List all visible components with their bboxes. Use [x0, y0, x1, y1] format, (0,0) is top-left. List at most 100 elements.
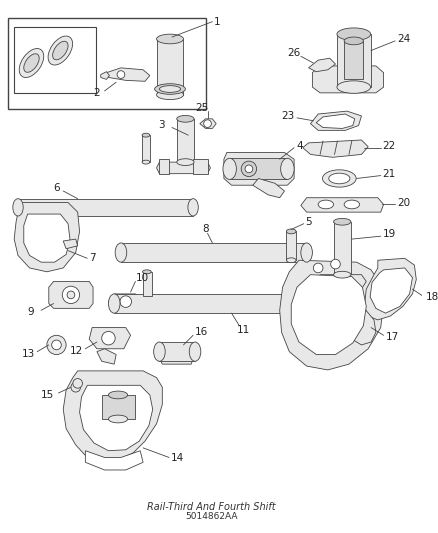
- Ellipse shape: [346, 294, 357, 313]
- Text: 18: 18: [426, 292, 438, 302]
- Polygon shape: [49, 281, 93, 309]
- Polygon shape: [14, 203, 80, 272]
- Polygon shape: [370, 268, 413, 313]
- Polygon shape: [106, 68, 150, 82]
- Text: 9: 9: [28, 307, 34, 317]
- Ellipse shape: [109, 415, 128, 423]
- Ellipse shape: [318, 200, 334, 209]
- Polygon shape: [63, 239, 78, 249]
- Ellipse shape: [24, 54, 39, 72]
- Ellipse shape: [189, 342, 201, 361]
- Ellipse shape: [188, 199, 198, 216]
- Text: 11: 11: [237, 325, 250, 335]
- Polygon shape: [312, 66, 384, 93]
- Ellipse shape: [109, 391, 128, 399]
- Ellipse shape: [344, 200, 360, 209]
- Ellipse shape: [142, 160, 150, 164]
- Circle shape: [47, 335, 66, 354]
- Ellipse shape: [154, 342, 165, 361]
- Bar: [337, 34, 371, 87]
- Polygon shape: [80, 385, 153, 451]
- Ellipse shape: [19, 49, 44, 77]
- Bar: [177, 119, 194, 162]
- Polygon shape: [349, 309, 376, 345]
- Bar: [8, 18, 205, 109]
- Bar: [230, 158, 287, 180]
- Polygon shape: [253, 179, 285, 198]
- Polygon shape: [24, 214, 70, 262]
- Ellipse shape: [344, 37, 364, 45]
- Polygon shape: [101, 71, 110, 79]
- Polygon shape: [224, 152, 294, 185]
- Ellipse shape: [301, 243, 312, 262]
- Ellipse shape: [322, 170, 356, 187]
- Bar: [142, 135, 150, 162]
- Text: 25: 25: [195, 103, 208, 113]
- Ellipse shape: [334, 219, 351, 225]
- Polygon shape: [311, 111, 361, 131]
- Ellipse shape: [177, 116, 194, 122]
- Circle shape: [241, 161, 257, 176]
- Polygon shape: [291, 274, 366, 354]
- Text: 8: 8: [203, 224, 209, 235]
- Text: 3: 3: [159, 119, 165, 130]
- Bar: [156, 39, 184, 95]
- Text: 17: 17: [385, 332, 399, 342]
- Ellipse shape: [286, 229, 296, 234]
- Polygon shape: [314, 274, 366, 289]
- Bar: [286, 231, 296, 260]
- Circle shape: [52, 340, 61, 350]
- Text: 24: 24: [397, 34, 410, 44]
- Polygon shape: [308, 58, 336, 71]
- Polygon shape: [156, 162, 210, 174]
- Polygon shape: [159, 352, 193, 364]
- Text: 6: 6: [53, 183, 60, 193]
- Text: 21: 21: [383, 168, 396, 179]
- Polygon shape: [303, 140, 368, 157]
- Polygon shape: [364, 259, 416, 320]
- Circle shape: [120, 296, 131, 308]
- Text: 5014862AA: 5014862AA: [185, 512, 238, 521]
- Polygon shape: [301, 198, 384, 212]
- Bar: [121, 243, 307, 262]
- Text: 10: 10: [135, 272, 148, 282]
- Bar: [143, 272, 152, 296]
- Polygon shape: [316, 114, 355, 128]
- Text: 16: 16: [195, 327, 208, 337]
- Bar: [18, 199, 193, 216]
- Ellipse shape: [13, 199, 23, 216]
- Ellipse shape: [177, 159, 194, 165]
- Polygon shape: [200, 119, 216, 128]
- Text: 23: 23: [282, 111, 295, 121]
- Polygon shape: [63, 371, 162, 462]
- Text: 15: 15: [41, 390, 54, 400]
- Ellipse shape: [155, 84, 185, 94]
- Ellipse shape: [53, 41, 68, 60]
- Text: 12: 12: [70, 346, 83, 356]
- Text: 19: 19: [383, 229, 396, 239]
- Bar: [14, 27, 96, 93]
- Text: 22: 22: [383, 141, 396, 151]
- Circle shape: [245, 165, 253, 173]
- Ellipse shape: [286, 258, 296, 263]
- Ellipse shape: [142, 133, 150, 137]
- Circle shape: [313, 263, 323, 273]
- Polygon shape: [97, 349, 116, 364]
- Ellipse shape: [337, 81, 371, 93]
- Polygon shape: [159, 159, 169, 174]
- Ellipse shape: [159, 86, 180, 92]
- Text: 5: 5: [306, 217, 312, 227]
- Ellipse shape: [115, 243, 127, 262]
- Ellipse shape: [143, 270, 151, 274]
- Bar: [344, 41, 364, 79]
- Text: 7: 7: [89, 253, 96, 263]
- Ellipse shape: [156, 34, 184, 44]
- Ellipse shape: [281, 158, 294, 180]
- Text: 20: 20: [397, 198, 410, 207]
- Circle shape: [67, 291, 75, 298]
- Ellipse shape: [334, 271, 351, 278]
- Bar: [334, 222, 351, 274]
- Circle shape: [331, 259, 340, 269]
- Text: 1: 1: [214, 17, 221, 27]
- Circle shape: [102, 332, 115, 345]
